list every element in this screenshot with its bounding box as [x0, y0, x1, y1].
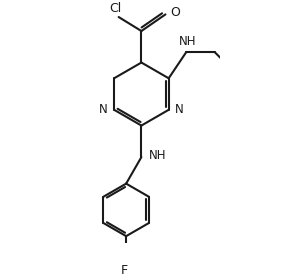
Text: F: F [120, 264, 127, 276]
Text: N: N [175, 103, 184, 116]
Text: NH: NH [149, 149, 167, 162]
Text: NH: NH [179, 35, 197, 48]
Text: N: N [99, 103, 107, 116]
Text: O: O [171, 6, 181, 19]
Text: Cl: Cl [109, 2, 121, 15]
